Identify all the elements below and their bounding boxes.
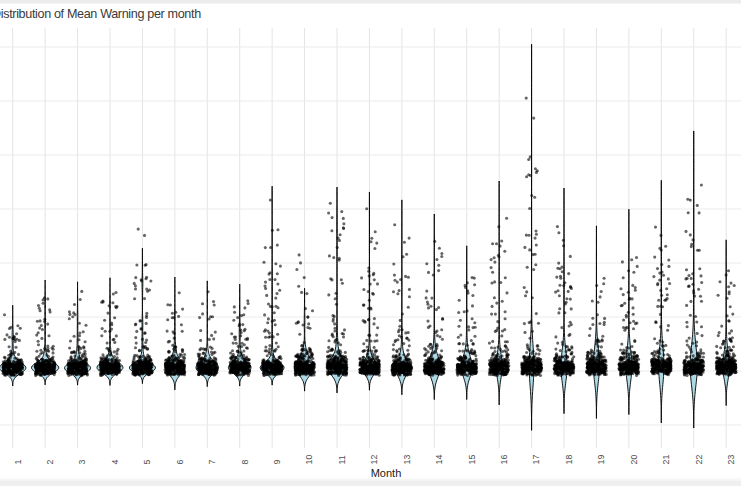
svg-text:6: 6 <box>175 460 185 465</box>
svg-text:16: 16 <box>499 455 509 465</box>
svg-text:13: 13 <box>402 455 412 465</box>
svg-text:20: 20 <box>629 455 639 465</box>
svg-text:Month: Month <box>371 467 402 479</box>
svg-text:4: 4 <box>110 460 120 465</box>
svg-text:21: 21 <box>661 455 671 465</box>
svg-text:17: 17 <box>531 455 541 465</box>
svg-text:12: 12 <box>369 455 379 465</box>
svg-text:19: 19 <box>596 455 606 465</box>
svg-text:15: 15 <box>467 455 477 465</box>
svg-text:23: 23 <box>726 455 736 465</box>
svg-text:11: 11 <box>337 455 347 464</box>
svg-text:1: 1 <box>13 460 23 465</box>
svg-text:2: 2 <box>45 460 55 465</box>
svg-text:22: 22 <box>694 455 704 465</box>
svg-text:10: 10 <box>304 455 314 465</box>
svg-text:5: 5 <box>142 460 152 465</box>
svg-text:18: 18 <box>564 455 574 465</box>
svg-text:7: 7 <box>207 460 217 465</box>
svg-text:Distribution of Mean Warning p: Distribution of Mean Warning per month <box>0 7 201 21</box>
svg-text:3: 3 <box>77 460 87 465</box>
svg-text:9: 9 <box>272 460 282 465</box>
svg-text:8: 8 <box>240 460 250 465</box>
svg-text:14: 14 <box>434 455 444 465</box>
